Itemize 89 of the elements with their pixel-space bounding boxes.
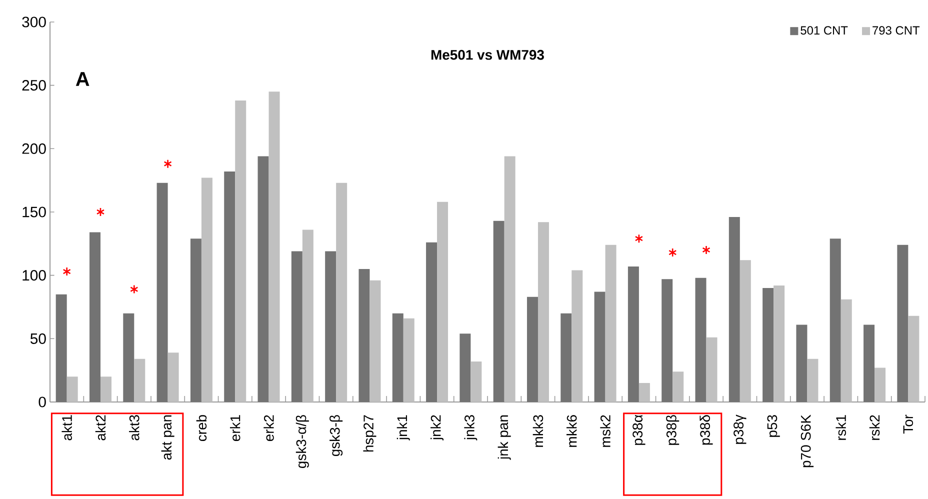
bar: [526, 296, 538, 402]
bar: [706, 337, 718, 402]
bar: [258, 156, 269, 402]
bar: [840, 299, 852, 402]
y-tick-label: 150: [22, 206, 46, 218]
bar: [123, 313, 134, 402]
bar: [201, 178, 212, 402]
x-tick-label: p70 S6K: [800, 414, 814, 468]
x-tick-label: p38α: [632, 414, 646, 445]
bar: [156, 182, 168, 402]
bar: [493, 220, 504, 402]
y-tick-label: 0: [38, 396, 46, 408]
bar: [325, 251, 336, 402]
bar: [572, 270, 583, 402]
legend-label: 501 CNT: [800, 26, 848, 35]
bar: [403, 318, 414, 402]
bar: [392, 313, 404, 402]
y-tick-label: 50: [30, 333, 46, 344]
bar: [302, 230, 314, 402]
x-tick-label: p38δ: [700, 415, 713, 445]
bar: [897, 244, 908, 402]
legend-label: 793 CNT: [872, 26, 920, 35]
bar: [864, 324, 875, 402]
x-tick-label: jnk2: [430, 415, 444, 440]
bar: [695, 278, 706, 402]
x-tick-label: erk1: [230, 415, 240, 442]
bar: [235, 100, 246, 402]
x-tick-label: mkk6: [566, 415, 577, 447]
x-tick-label: akt3: [129, 415, 140, 440]
bar: [56, 294, 67, 402]
x-tick-label: jnk3: [464, 415, 478, 440]
bar: [437, 202, 448, 402]
x-tick-label: p53: [767, 415, 780, 437]
bar: [100, 376, 112, 402]
bar: [224, 171, 236, 402]
bar: [796, 324, 808, 402]
bar: [168, 352, 179, 402]
y-tick-label: 250: [22, 80, 46, 91]
x-tick-label: akt2: [95, 415, 106, 440]
x-tick-label: akt1: [62, 415, 72, 440]
bar: [874, 368, 886, 402]
bar: [89, 232, 100, 402]
bar: [460, 334, 471, 402]
bar: [560, 313, 572, 402]
y-tick-label: 100: [22, 270, 46, 281]
x-tick-label: erk2: [264, 415, 274, 442]
bar: [807, 358, 818, 402]
bar: [190, 238, 202, 402]
bar: [638, 382, 650, 402]
x-tick-label: p38β: [666, 415, 680, 445]
bar: [672, 372, 684, 402]
bar: [66, 376, 78, 402]
x-tick-label: gsk3-α/β: [296, 415, 309, 468]
bar: [370, 280, 381, 402]
bar: [908, 316, 920, 402]
bar: [426, 242, 438, 402]
bar: [728, 217, 740, 402]
bar: [336, 182, 348, 402]
bar: [538, 222, 549, 402]
annotation: A: [76, 72, 90, 86]
bar: [740, 260, 751, 402]
bar: [830, 238, 841, 402]
x-tick-label: p38γ: [734, 414, 746, 444]
x-tick-label: hsp27: [363, 415, 376, 452]
bar: [762, 288, 774, 402]
bar: [605, 244, 616, 402]
bar: [594, 292, 606, 402]
bar: [470, 361, 482, 402]
y-tick-label: 200: [22, 143, 46, 154]
x-tick-label: rsk2: [869, 415, 880, 440]
x-tick-label: Tor: [903, 414, 914, 434]
bar: [662, 279, 673, 402]
y-tick-label: 300: [22, 16, 46, 28]
bar: [504, 156, 516, 402]
x-tick-label: creb: [196, 415, 207, 442]
bar: [774, 285, 785, 402]
bar: [268, 92, 280, 402]
bar: [358, 268, 370, 402]
x-tick-label: mkk3: [532, 415, 544, 447]
bar: [134, 358, 146, 402]
x-tick-label: gsk3-β: [330, 415, 343, 456]
bar: [628, 266, 639, 402]
x-tick-label: msk2: [600, 415, 610, 447]
x-tick-label: rsk1: [836, 415, 846, 440]
bar: [291, 251, 302, 402]
text: Me501 vs WM793: [431, 50, 544, 60]
x-tick-label: akt pan: [161, 415, 174, 460]
x-tick-label: jnk pan: [498, 415, 511, 460]
x-tick-label: jnk1: [396, 415, 410, 440]
